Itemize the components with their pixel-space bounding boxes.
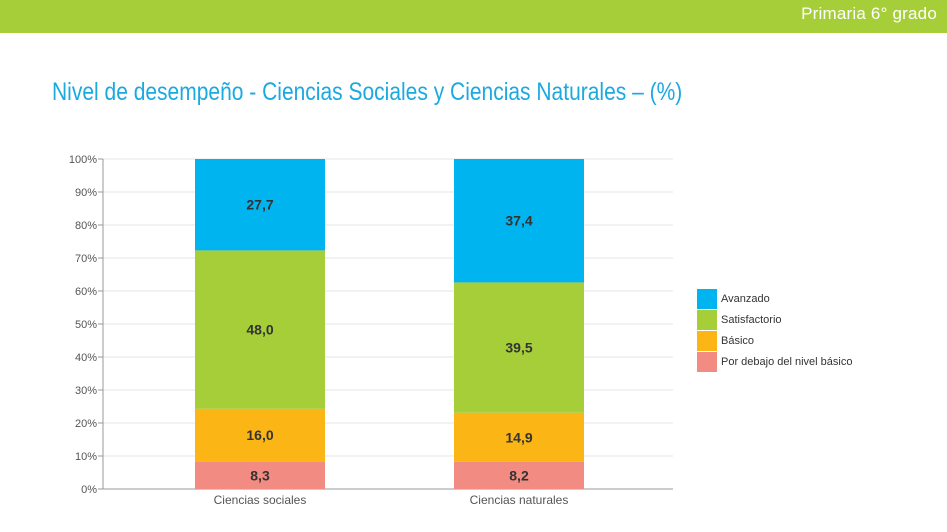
header-bar: Primaria 6° grado [0,0,947,33]
bar-segment [454,461,584,489]
y-tick-label: 40% [75,352,97,364]
y-tick-label: 90% [75,187,97,199]
bar-segment [454,412,584,462]
category-label: Ciencias sociales [214,493,307,507]
legend-swatch [697,352,717,372]
y-tick-label: 70% [75,253,97,265]
data-label: 27,7 [246,197,273,213]
y-tick-label: 30% [75,385,97,397]
grade-label: Primaria 6° grado [801,4,937,23]
data-label: 39,5 [505,340,532,356]
y-tick-label: 0% [81,484,97,496]
data-label: 16,0 [246,427,273,443]
bar-segment [454,282,584,413]
category-label: Ciencias naturales [470,493,569,507]
y-tick-label: 60% [75,286,97,298]
y-tick-label: 100% [69,154,97,166]
bar-segment [195,250,325,409]
legend-swatch [697,331,717,351]
legend-entry-label: Por debajo del nivel básico [721,356,852,368]
data-label: 14,9 [505,429,532,445]
bar-segment [195,461,325,489]
data-label: 8,2 [509,467,529,483]
bar-segment [195,408,325,462]
legend-entry-label: Básico [721,335,754,347]
y-tick-label: 80% [75,220,97,232]
data-label: 8,3 [250,467,270,483]
data-label: 37,4 [505,213,532,229]
legend-entry-label: Avanzado [721,293,770,305]
data-label: 48,0 [246,322,273,338]
legend-entry-label: Satisfactorio [721,314,782,326]
legend-swatch [697,310,717,330]
bar-segment [195,159,325,251]
y-tick-label: 20% [75,418,97,430]
bar-segment [454,159,584,283]
y-tick-label: 50% [75,319,97,331]
page-title: Nivel de desempeño - Ciencias Sociales y… [52,78,683,106]
y-tick-label: 10% [75,451,97,463]
legend-swatch [697,289,717,309]
